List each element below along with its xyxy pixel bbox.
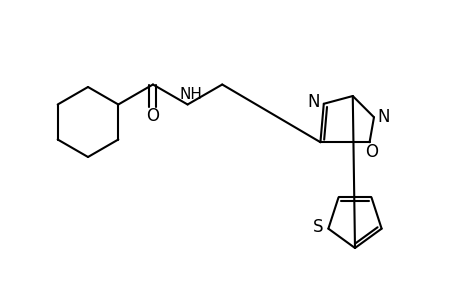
Text: S: S bbox=[313, 218, 323, 236]
Text: N: N bbox=[307, 93, 319, 111]
Text: O: O bbox=[364, 143, 377, 161]
Text: N: N bbox=[377, 108, 389, 126]
Text: O: O bbox=[146, 106, 159, 124]
Text: NH: NH bbox=[179, 87, 202, 102]
